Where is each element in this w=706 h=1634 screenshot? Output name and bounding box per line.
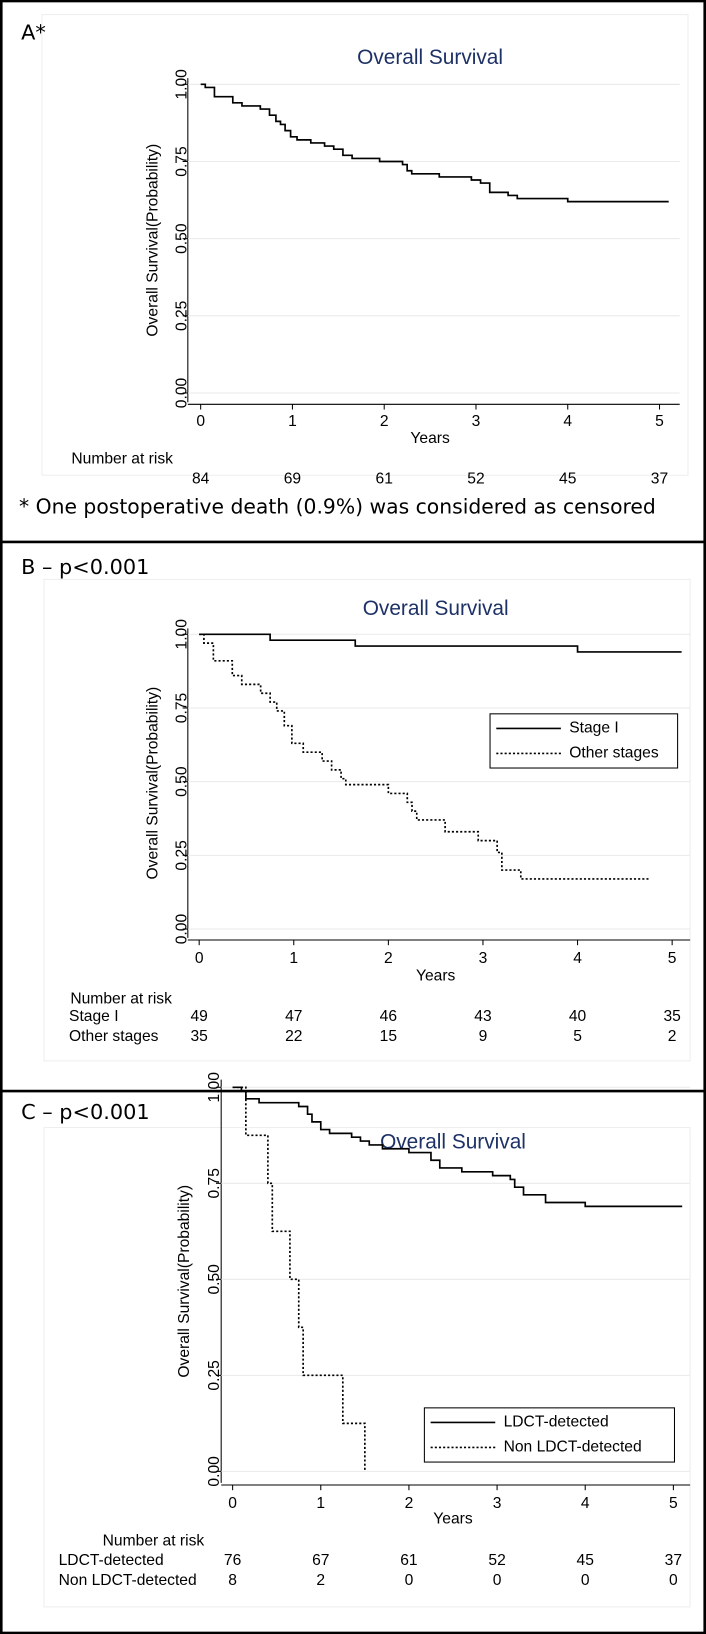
risk-value: 40 <box>569 1008 587 1025</box>
x-tick-label: 4 <box>573 950 582 967</box>
y-tick-label: 0.75 <box>206 1168 223 1199</box>
risk-value: 0 <box>669 1572 678 1589</box>
x-tick-label: 4 <box>563 413 572 430</box>
x-tick-label: 2 <box>384 950 393 967</box>
legend-box <box>423 1407 676 1463</box>
y-tick-label: 0.50 <box>206 1264 223 1295</box>
y-tick-label: 0.25 <box>174 300 191 331</box>
x-tick-label: 3 <box>479 950 488 967</box>
y-tick-label: 0.00 <box>206 1456 223 1487</box>
panel-label: C – p<0.001 <box>21 1100 149 1124</box>
survival-curve <box>200 83 669 203</box>
risk-value: 37 <box>651 470 668 487</box>
risk-value: 0 <box>493 1572 502 1589</box>
x-axis-label: Years <box>410 430 450 447</box>
panel-label: B – p<0.001 <box>21 555 149 579</box>
risk-value: 0 <box>581 1572 590 1589</box>
chart-title: Overall Survival <box>357 46 503 69</box>
risk-value: 61 <box>376 470 393 487</box>
legend-label: Stage I <box>569 720 619 737</box>
legend-label: Other stages <box>569 745 659 762</box>
risk-value: 84 <box>192 470 210 487</box>
risk-value: 35 <box>190 1028 208 1045</box>
risk-value: 67 <box>312 1552 329 1569</box>
risk-value: 76 <box>224 1552 241 1569</box>
risk-value: 69 <box>284 470 301 487</box>
risk-value: 49 <box>190 1008 207 1025</box>
x-tick-label: 5 <box>669 1495 678 1512</box>
risk-table-title: Number at risk <box>71 451 173 468</box>
risk-value: 22 <box>285 1028 302 1045</box>
risk-row-label: Other stages <box>69 1028 159 1045</box>
risk-value: 15 <box>380 1028 398 1045</box>
risk-value: 61 <box>400 1552 417 1569</box>
legend-label: LDCT-detected <box>504 1414 609 1431</box>
chart-title: Overall Survival <box>380 1131 526 1154</box>
footnote: * One postoperative death (0.9%) was con… <box>19 494 656 518</box>
risk-value: 45 <box>559 470 577 487</box>
risk-value: 0 <box>405 1572 414 1589</box>
x-tick-label: 2 <box>405 1495 414 1512</box>
graph-frame <box>43 578 691 1062</box>
x-tick-label: 0 <box>195 950 204 967</box>
y-tick-label: 0.50 <box>174 223 191 254</box>
risk-value: 2 <box>668 1028 677 1045</box>
risk-value: 47 <box>285 1008 302 1025</box>
x-tick-label: 2 <box>380 413 389 430</box>
panel-label: A* <box>21 20 46 44</box>
y-tick-label: 0.00 <box>174 914 191 945</box>
graph-frame <box>43 1127 691 1608</box>
legend-box <box>489 713 679 769</box>
x-tick-label: 4 <box>581 1495 590 1512</box>
risk-value: 2 <box>316 1572 325 1589</box>
y-tick-label: 0.75 <box>174 146 191 177</box>
risk-row-label: Non LDCT-detected <box>59 1572 197 1589</box>
x-axis-label: Years <box>433 1510 473 1527</box>
x-tick-label: 3 <box>493 1495 502 1512</box>
survival-curve <box>232 1086 683 1208</box>
y-tick-label: 1.00 <box>206 1072 223 1103</box>
y-axis-label: Overall Survival(Probability) <box>145 144 162 337</box>
y-tick-label: 1.00 <box>174 69 191 100</box>
y-axis-label: Overall Survival(Probability) <box>145 687 162 880</box>
x-tick-label: 1 <box>289 950 298 967</box>
risk-value: 8 <box>228 1572 237 1589</box>
risk-value: 46 <box>380 1008 397 1025</box>
y-tick-label: 0.50 <box>174 766 191 797</box>
risk-value: 43 <box>474 1008 491 1025</box>
survival-curve <box>199 633 649 880</box>
risk-value: 52 <box>488 1552 505 1569</box>
risk-value: 5 <box>573 1028 582 1045</box>
y-axis-label: Overall Survival(Probability) <box>176 1185 193 1378</box>
x-axis-label: Years <box>416 968 456 985</box>
x-tick-label: 5 <box>668 950 677 967</box>
risk-row-label: LDCT-detected <box>59 1552 164 1569</box>
x-tick-label: 3 <box>472 413 481 430</box>
x-tick-label: 1 <box>316 1495 325 1512</box>
survival-curve <box>199 633 682 653</box>
risk-value: 52 <box>467 470 484 487</box>
survival-curve <box>232 1086 366 1472</box>
y-tick-label: 0.75 <box>174 692 191 723</box>
chart-title: Overall Survival <box>363 597 509 620</box>
risk-value: 37 <box>665 1552 682 1569</box>
y-tick-label: 0.25 <box>174 840 191 871</box>
x-tick-label: 1 <box>288 413 297 430</box>
risk-row-label: Stage I <box>69 1008 119 1025</box>
y-tick-label: 0.25 <box>206 1360 223 1391</box>
risk-table-title: Number at risk <box>70 990 172 1007</box>
risk-value: 35 <box>663 1008 681 1025</box>
x-tick-label: 0 <box>228 1495 237 1512</box>
y-tick-label: 0.00 <box>174 377 191 408</box>
risk-table-title: Number at risk <box>103 1532 205 1549</box>
x-tick-label: 5 <box>655 413 664 430</box>
legend-label: Non LDCT-detected <box>504 1439 642 1456</box>
risk-value: 9 <box>479 1028 488 1045</box>
risk-value: 45 <box>577 1552 595 1569</box>
graph-frame <box>41 14 689 476</box>
y-tick-label: 1.00 <box>174 619 191 650</box>
x-tick-label: 0 <box>196 413 205 430</box>
